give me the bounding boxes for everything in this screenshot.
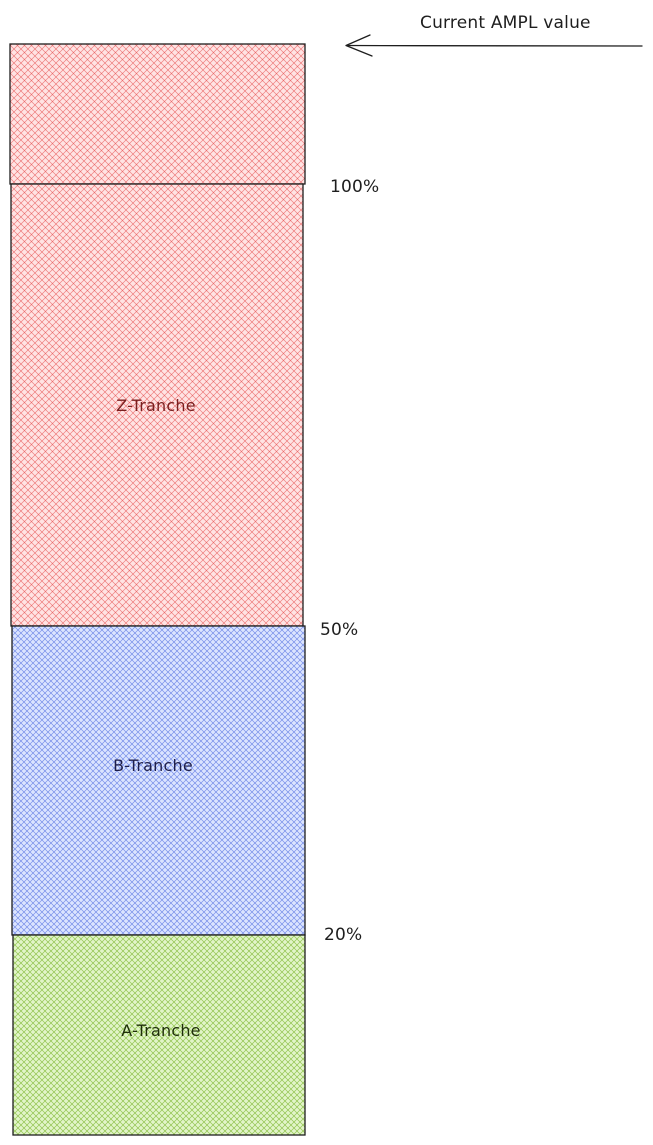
annotation-text: Current AMPL value <box>420 13 591 33</box>
z-tranche-block: Z-Tranche <box>10 183 304 627</box>
annotation-arrow-icon <box>345 34 643 57</box>
a-tranche-block: A-Tranche <box>12 934 306 1136</box>
threshold-50-label: 50% <box>320 620 358 640</box>
b-tranche-block: B-Tranche <box>11 625 306 936</box>
a-tranche-label: A-Tranche <box>121 1021 200 1040</box>
threshold-20-label: 20% <box>324 925 362 945</box>
b-tranche-label: B-Tranche <box>113 756 193 775</box>
z-tranche-label: Z-Tranche <box>116 396 196 415</box>
threshold-100-label: 100% <box>330 177 379 197</box>
overflow-block <box>9 43 306 185</box>
